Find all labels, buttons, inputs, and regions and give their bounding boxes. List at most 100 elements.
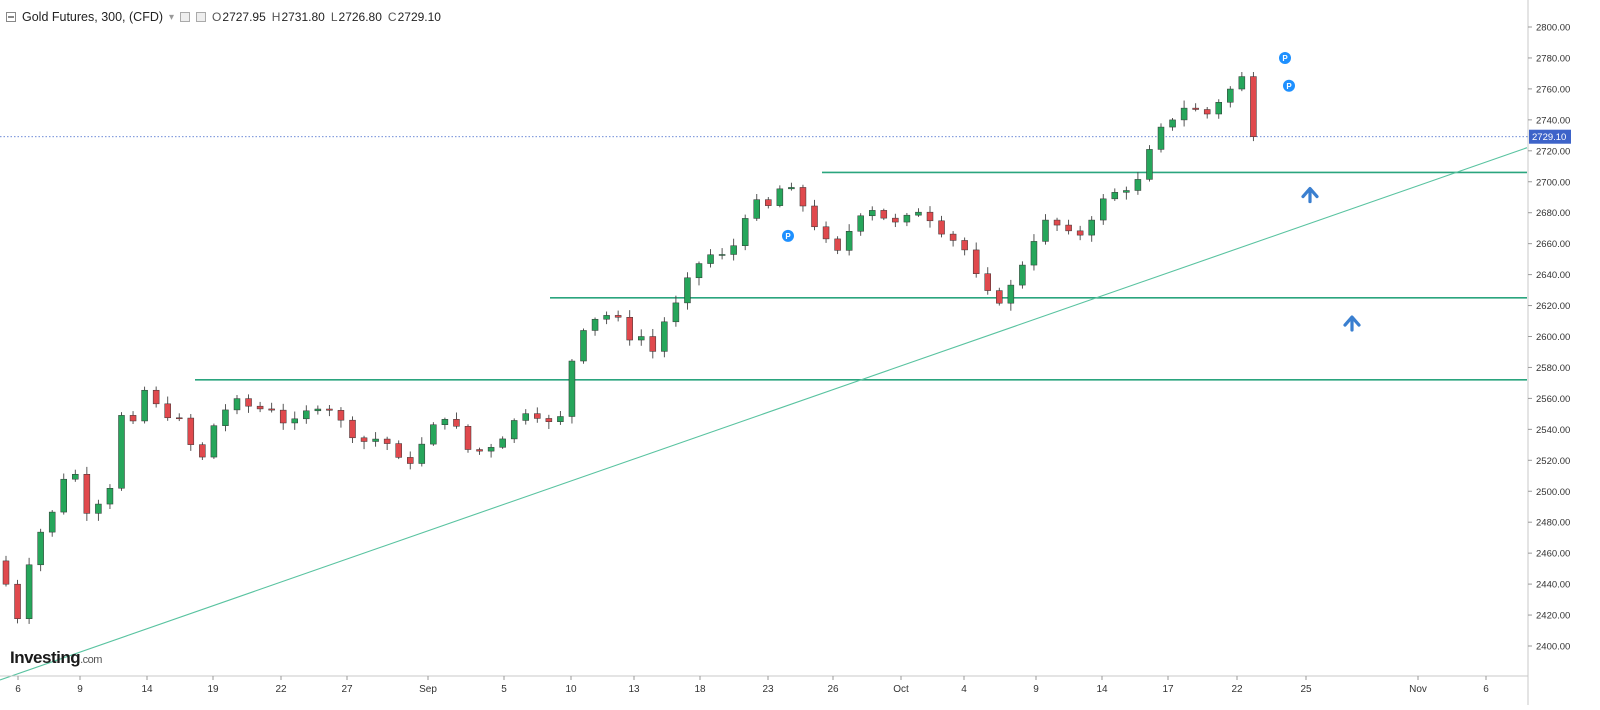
y-tick-label: 2500.00 [1536,487,1570,498]
chart-header: Gold Futures, 300, (CFD) ▾ O2727.95 H273… [0,0,1561,34]
y-axis[interactable]: 2800.00 2780.00 2760.00 2740.00 2720.00 2700.… [1527,0,1571,705]
candle-up [684,277,691,304]
x-tick-label: 22 [275,684,287,695]
candle-down [383,438,391,444]
x-tick-label: 9 [77,684,83,695]
trend-line[interactable] [0,147,1528,681]
y-tick-label: 2800.00 [1536,23,1570,34]
pivot-marker[interactable]: P [782,229,794,242]
candle-up [418,443,426,464]
candle-down [545,418,553,422]
pivot-marker[interactable]: P [1279,51,1291,64]
y-tick-label: 2480.00 [1536,518,1570,529]
candles [2,71,1257,624]
candle-up [603,315,610,320]
x-tick-label: 18 [694,684,706,695]
x-tick-label: 13 [628,684,640,695]
ohlc-low: L2726.80 [330,10,382,24]
symbol-title[interactable]: Gold Futures, 300, (CFD) [22,10,164,24]
candle-up [1134,179,1142,191]
candle-down [822,226,830,240]
candle-down [972,249,980,274]
candle-up [1169,119,1176,128]
candle-down [152,389,160,405]
candle-up [60,478,67,513]
candle-up [695,263,703,279]
candle-up [222,409,229,426]
candle-up [106,488,114,505]
x-tick-label: 10 [565,684,577,695]
candle-down [245,398,252,407]
candle-up [638,336,645,341]
collapse-legend-icon[interactable] [6,12,16,22]
x-axis[interactable]: 6 9 14 19 22 27 Sep 5 10 13 18 23 26 Oct 4 9 14 17 22 25 Nov… [0,675,1528,695]
candle-down [534,413,541,419]
candle-down [949,233,957,241]
candle-down [176,417,183,420]
candle-down [1053,219,1061,226]
candle-up [72,473,79,480]
candle-up [1100,198,1107,221]
candle-up [776,188,784,206]
y-tick-label: 2780.00 [1536,53,1570,64]
candle-up [707,254,714,264]
candle-up [730,245,737,255]
candle-down [395,443,402,458]
candle-up [857,215,864,232]
candle-down [811,205,818,228]
candle-down [1065,224,1072,232]
candle-up [487,447,495,452]
candle-down [626,317,633,341]
candle-up [522,413,529,421]
candle-down [349,419,356,439]
candle-up [141,389,148,422]
candle-up [1215,102,1222,115]
candle-up [372,438,379,442]
candle-down [407,457,414,464]
y-tick-label: 2680.00 [1536,208,1570,219]
candle-down [996,290,1003,304]
y-tick-label: 2740.00 [1536,115,1570,126]
settings-icon[interactable] [180,12,191,22]
candle-up [1042,219,1049,242]
arrow-up-icon [1301,186,1319,204]
ohlc-close: C2729.10 [387,10,441,24]
chevron-down-icon[interactable]: ▾ [169,11,175,23]
candle-up [741,218,749,246]
pivot-marker[interactable]: P [1283,79,1295,92]
candle-down [1203,109,1211,115]
x-tick-label: 4 [961,684,967,695]
hide-icon[interactable] [196,12,207,22]
candle-up [499,438,506,448]
drawn-lines[interactable] [0,136,1528,681]
candle-down [892,217,899,223]
candle-up [557,416,564,422]
y-tick-label: 2580.00 [1536,363,1570,374]
candle-down [880,210,888,219]
candle-up [210,425,218,458]
candle-down [83,473,91,514]
candle-down [14,583,21,619]
x-tick-label: Sep [419,684,437,695]
pivot-marker-badge [1279,51,1291,64]
candle-up [1123,190,1130,193]
y-tick-label: 2560.00 [1536,394,1570,405]
candle-up [661,321,668,352]
candle-down [187,417,195,445]
candle-up [314,408,322,412]
candle-up [48,511,56,533]
candle-up [303,410,310,420]
candle-up [580,330,587,362]
candle-down [199,444,206,458]
candle-up [37,531,44,566]
x-tick-label: 22 [1231,684,1243,695]
candle-up [915,211,922,216]
candle-up [1007,284,1015,304]
x-tick-label: Oct [893,684,909,695]
candle-up [1019,264,1026,286]
candle-up [718,254,726,256]
candle-up [1088,219,1095,236]
candle-up [118,415,125,489]
